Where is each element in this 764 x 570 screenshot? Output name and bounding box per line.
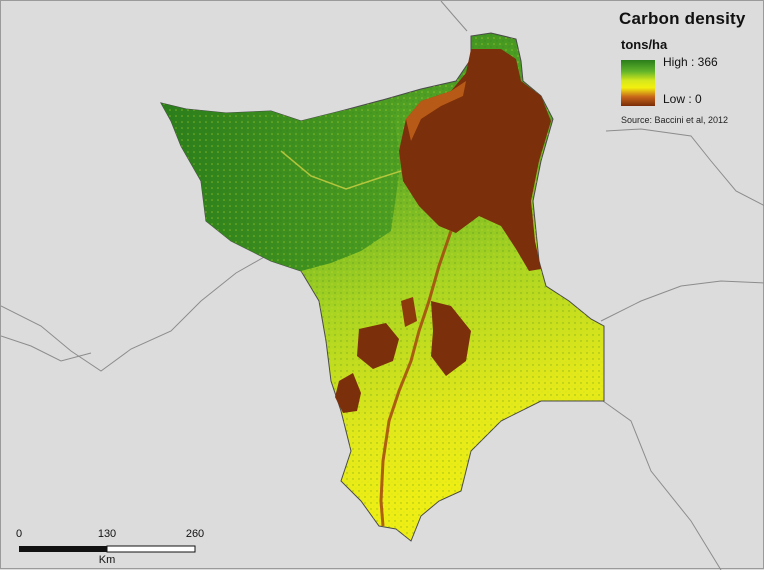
legend-low-label: Low : 0 xyxy=(663,92,702,106)
legend-high-label: High : 366 xyxy=(663,55,718,69)
low-carbon-patch-4 xyxy=(401,297,417,327)
scale-unit: Km xyxy=(98,554,116,566)
northern-river-trace xyxy=(280,150,402,190)
scale-bar: 0 130 260 Km xyxy=(11,528,211,568)
low-carbon-patch-3 xyxy=(335,373,361,413)
legend-unit: tons/ha xyxy=(621,37,668,52)
scale-tick-0: 0 xyxy=(15,528,23,540)
source-citation: Source: Baccini et al, 2012 xyxy=(621,115,729,125)
low-carbon-patch-1 xyxy=(357,323,399,369)
river-trace xyxy=(379,230,453,527)
scale-tick-260: 260 xyxy=(185,528,205,540)
legend-color-ramp xyxy=(621,60,655,106)
scale-tick-130: 130 xyxy=(97,528,117,540)
legend: Carbon density tons/ha High : 366 Low : … xyxy=(619,9,759,125)
low-carbon-patch-2 xyxy=(431,301,471,376)
legend-title: Carbon density xyxy=(619,9,746,28)
nearby-orange-fringe xyxy=(406,81,466,141)
scale-bar-graphic xyxy=(19,545,196,553)
